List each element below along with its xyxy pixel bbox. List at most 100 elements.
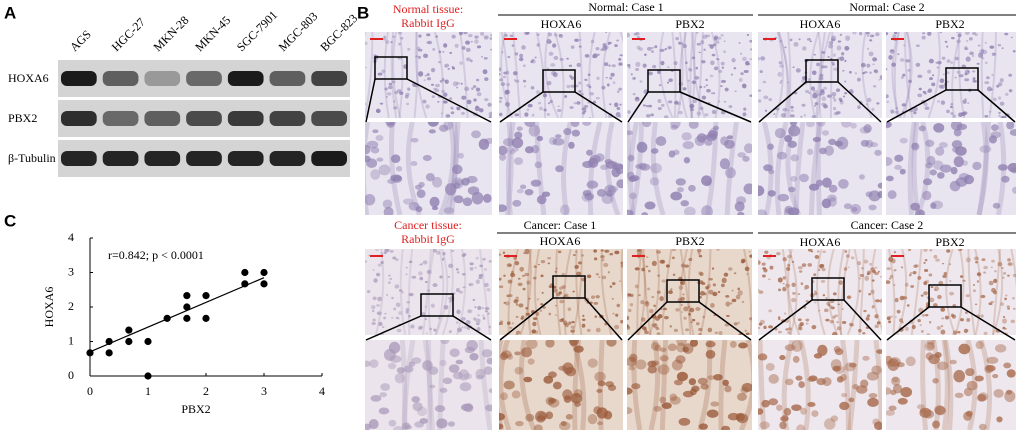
cell — [999, 78, 1004, 83]
cell — [689, 307, 695, 313]
cell — [606, 340, 617, 347]
cell — [862, 72, 865, 75]
cell — [487, 312, 490, 315]
cell — [619, 103, 622, 106]
cell — [539, 309, 543, 312]
cell — [769, 265, 774, 270]
cell — [813, 53, 817, 56]
cell — [484, 137, 492, 144]
cell — [542, 93, 547, 98]
zoom-box — [945, 67, 979, 91]
cell — [858, 328, 862, 333]
cell — [681, 132, 692, 141]
cell — [650, 163, 662, 174]
cell — [762, 267, 766, 270]
cell — [800, 407, 807, 415]
tissue-fiber — [690, 32, 696, 118]
cell — [667, 66, 670, 69]
cell — [812, 136, 822, 143]
cell — [869, 262, 872, 266]
tissue-fiber — [742, 249, 752, 335]
cell — [955, 32, 959, 34]
cell — [654, 45, 658, 49]
cell — [782, 276, 786, 280]
cell — [738, 42, 741, 44]
band — [269, 151, 306, 166]
cell — [814, 254, 820, 259]
cell — [571, 129, 580, 137]
cell — [1012, 273, 1016, 278]
cell — [484, 268, 487, 272]
cell — [699, 272, 704, 276]
cell — [698, 271, 703, 275]
cell — [778, 61, 783, 65]
cell — [427, 40, 433, 45]
cell — [527, 358, 535, 365]
cell — [768, 325, 773, 329]
cell — [667, 343, 677, 352]
cell — [576, 62, 581, 68]
tissue-fiber — [553, 32, 565, 118]
cell — [925, 313, 929, 317]
cell — [462, 252, 467, 257]
band — [102, 151, 139, 166]
cell — [483, 36, 489, 40]
cell — [380, 383, 391, 391]
cell — [486, 357, 492, 365]
cell — [570, 84, 576, 88]
cell — [758, 408, 764, 415]
cell — [514, 298, 520, 302]
cell — [1012, 296, 1015, 300]
cell — [708, 289, 714, 295]
cell — [451, 66, 456, 70]
cell — [403, 198, 414, 205]
cell — [488, 116, 492, 118]
cell — [915, 62, 921, 67]
cell — [499, 277, 502, 281]
cell — [392, 35, 396, 38]
cell — [676, 340, 687, 346]
cell — [435, 35, 439, 38]
cell — [711, 53, 716, 57]
cell — [787, 327, 792, 331]
cell — [474, 35, 479, 39]
cell — [445, 114, 451, 118]
cell — [964, 98, 967, 100]
cell — [596, 189, 606, 197]
cell — [647, 365, 657, 374]
cell — [442, 100, 447, 104]
cell — [375, 304, 381, 307]
cell — [730, 73, 733, 76]
cell — [741, 382, 752, 392]
cell — [524, 122, 536, 127]
cell — [659, 355, 669, 362]
tissue-fiber — [605, 122, 621, 215]
cell — [524, 146, 534, 154]
cell — [565, 366, 577, 377]
cell — [797, 293, 801, 295]
point — [163, 314, 171, 322]
cell — [725, 295, 730, 298]
cell — [613, 102, 619, 108]
tissue-fiber — [571, 249, 583, 335]
cell — [543, 375, 554, 384]
tissue-fiber — [839, 249, 851, 335]
cell — [545, 411, 554, 420]
cell — [894, 316, 897, 318]
cell — [578, 39, 582, 41]
tissue-fiber — [787, 249, 801, 335]
cell — [944, 315, 949, 320]
cell — [614, 43, 618, 48]
cell — [483, 193, 492, 203]
cell — [683, 316, 687, 320]
cell — [933, 254, 938, 259]
tissue-fiber — [976, 122, 991, 215]
cell — [513, 79, 516, 81]
cell — [929, 169, 937, 176]
cell — [410, 160, 418, 167]
cell — [418, 326, 423, 330]
cell — [730, 302, 733, 305]
tissue-fiber — [598, 340, 605, 430]
cell — [697, 377, 708, 385]
cell — [908, 79, 912, 84]
